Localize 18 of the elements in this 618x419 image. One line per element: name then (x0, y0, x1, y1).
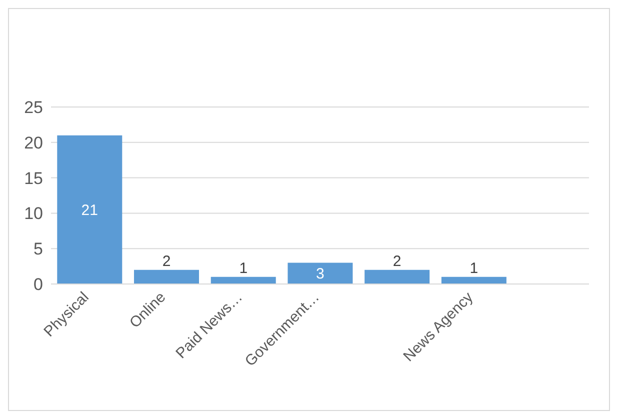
data-label: 1 (470, 260, 478, 278)
y-tick-label: 20 (24, 133, 43, 152)
data-label: 2 (392, 253, 402, 270)
bar (57, 135, 122, 284)
bar (441, 276, 506, 284)
data-label: 1 (239, 260, 248, 278)
bar (134, 270, 200, 284)
data-label: 2 (162, 253, 171, 270)
data-label: 3 (316, 266, 324, 283)
bar (288, 262, 353, 284)
y-tick-label: 10 (24, 204, 43, 224)
y-tick-label: 0 (34, 275, 43, 294)
y-tick-label: 5 (34, 240, 43, 259)
bar (364, 270, 430, 284)
data-label: 21 (81, 202, 98, 219)
bar (210, 276, 276, 284)
y-tick-label: 15 (24, 168, 43, 188)
y-tick-label: 25 (24, 98, 43, 118)
